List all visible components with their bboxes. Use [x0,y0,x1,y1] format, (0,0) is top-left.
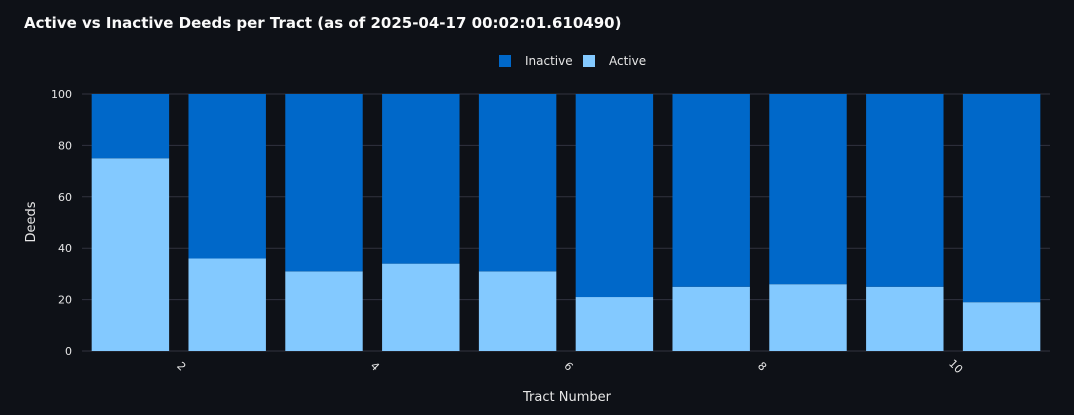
y-tick-label: 20 [58,294,72,307]
legend-swatch-active [583,55,595,67]
x-axis-ticks: 2 4 6 8 10 [174,357,965,376]
bars [91,94,1041,351]
bar-inactive-tract-7[interactable] [672,94,750,287]
y-tick-label: 0 [65,345,72,358]
bar-inactive-tract-1[interactable] [91,94,170,159]
legend-swatch-inactive [499,55,511,67]
y-axis-title: Deeds [24,201,39,242]
legend-label-inactive[interactable]: Inactive [525,54,573,68]
bar-inactive-tract-6[interactable] [575,94,654,298]
bar-active-tract-8[interactable] [769,284,847,351]
x-tick-label: 4 [368,359,382,373]
bar-inactive-tract-10[interactable] [962,94,1041,303]
y-tick-label: 100 [51,88,72,101]
bar-active-tract-10[interactable] [962,302,1041,351]
y-tick-label: 40 [58,242,72,255]
bar-active-tract-1[interactable] [91,158,170,351]
bar-inactive-tract-9[interactable] [866,94,944,287]
chart-title: Active vs Inactive Deeds per Tract (as o… [24,14,622,32]
y-tick-label: 80 [58,139,72,152]
bar-active-tract-6[interactable] [575,297,654,351]
x-tick-label: 6 [561,359,575,373]
legend: Inactive Active [499,54,646,68]
bar-active-tract-9[interactable] [866,286,944,351]
bar-inactive-tract-2[interactable] [188,94,266,259]
legend-label-active[interactable]: Active [609,54,646,68]
x-tick-label: 8 [755,359,769,373]
x-tick-label: 10 [946,357,965,376]
bar-inactive-tract-4[interactable] [382,94,460,264]
bar-active-tract-4[interactable] [382,263,460,351]
bar-inactive-tract-8[interactable] [769,94,847,285]
bar-active-tract-2[interactable] [188,258,266,351]
bar-inactive-tract-3[interactable] [285,94,363,272]
bar-active-tract-3[interactable] [285,271,363,351]
x-tick-label: 2 [174,359,188,373]
x-axis-title: Tract Number [522,390,612,405]
bar-active-tract-7[interactable] [672,286,750,351]
y-axis-ticks: 0 20 40 60 80 100 [51,88,72,358]
bar-inactive-tract-5[interactable] [478,94,557,272]
y-tick-label: 60 [58,191,72,204]
bar-active-tract-5[interactable] [478,271,557,351]
